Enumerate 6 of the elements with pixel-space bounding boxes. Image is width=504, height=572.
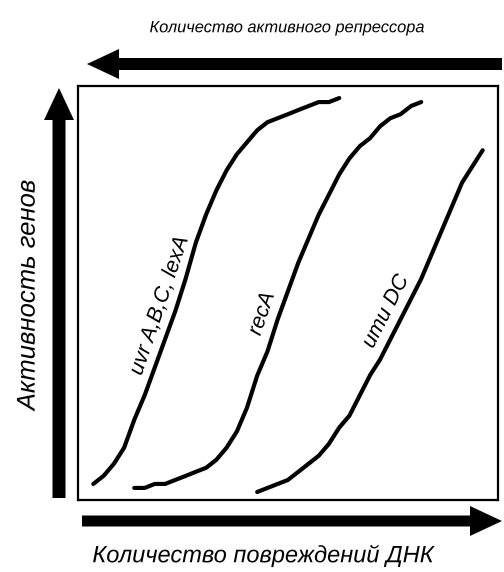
text: uvr A,B,C, lexA [126,234,190,376]
y-axis-title: Активность генов [16,180,35,412]
x-axis-title: Количество повреждений ДНК [93,544,435,568]
x2-axis-title: Количество активного репрессора [150,20,424,36]
text: recA [246,290,274,336]
text: umu DC [360,272,409,349]
